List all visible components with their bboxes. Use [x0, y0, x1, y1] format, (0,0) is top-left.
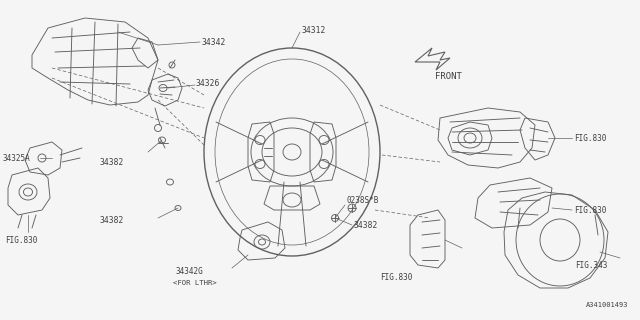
- Text: 34382: 34382: [100, 157, 124, 166]
- Text: FIG.830: FIG.830: [574, 133, 606, 142]
- Text: FIG.830: FIG.830: [5, 236, 37, 244]
- Text: A341001493: A341001493: [586, 302, 628, 308]
- Text: FRONT: FRONT: [435, 72, 462, 81]
- Text: 34382: 34382: [354, 220, 378, 229]
- Text: 0238S*B: 0238S*B: [346, 196, 378, 204]
- Text: 34326: 34326: [196, 78, 220, 87]
- Text: FIG.343: FIG.343: [575, 260, 607, 269]
- Text: <FOR LTHR>: <FOR LTHR>: [173, 280, 217, 286]
- Text: 34342G: 34342G: [175, 268, 203, 276]
- Text: FIG.830: FIG.830: [380, 274, 412, 283]
- Text: 34312: 34312: [302, 26, 326, 35]
- Text: 34382: 34382: [100, 215, 124, 225]
- Text: FIG.830: FIG.830: [574, 205, 606, 214]
- Text: 34325A: 34325A: [2, 154, 29, 163]
- Text: 34342: 34342: [202, 37, 227, 46]
